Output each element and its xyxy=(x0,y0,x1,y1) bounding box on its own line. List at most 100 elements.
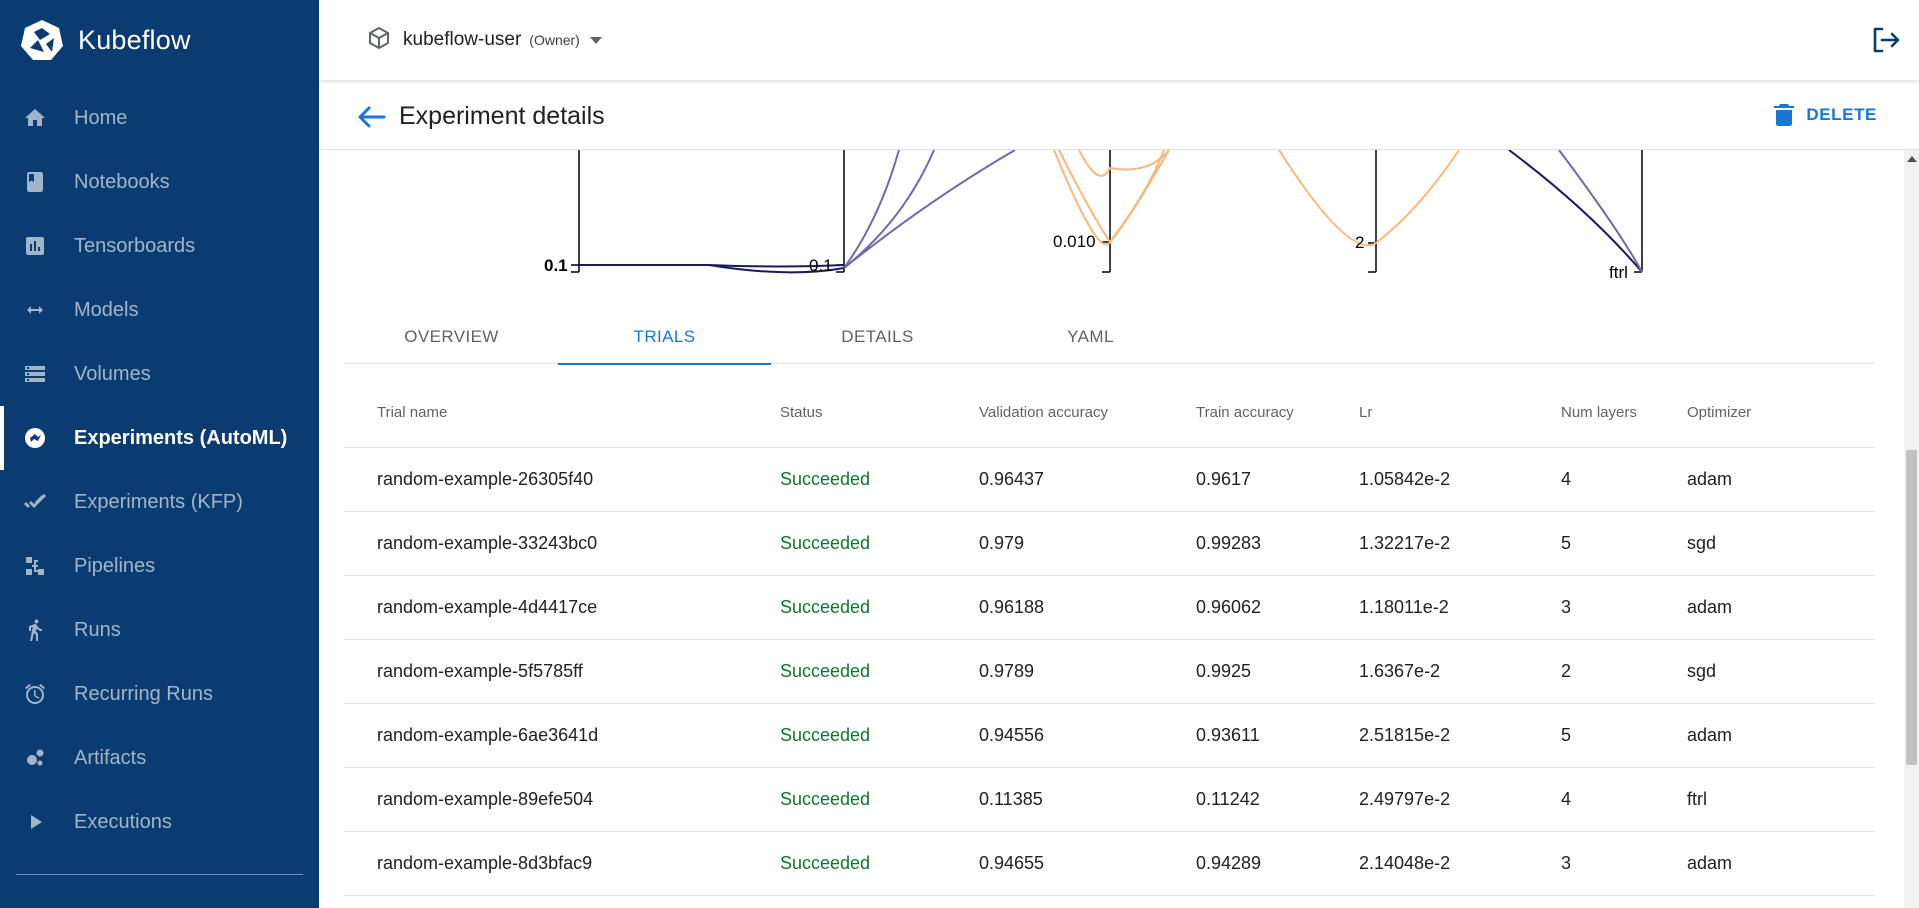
tab-trials[interactable]: TRIALS xyxy=(558,310,771,365)
storage-icon xyxy=(22,361,48,387)
num-layers-cell: 4 xyxy=(1561,469,1572,489)
lr-cell: 1.05842e-2 xyxy=(1359,469,1451,489)
num-layers-cell: 2 xyxy=(1561,661,1572,681)
chart-series-line xyxy=(1278,150,1460,247)
status-cell: Succeeded xyxy=(780,789,871,809)
brand[interactable]: Kubeflow xyxy=(20,16,191,64)
experiment-content: 0.1 0.1 0.010 2 ftrl OVERVIEW TRIALS DET… xyxy=(319,150,1904,908)
topbar: kubeflow-user (Owner) xyxy=(319,0,1919,80)
sidebar-item-experiments-kfp[interactable]: Experiments (KFP) xyxy=(0,470,319,534)
sidebar-item-label: Experiments (AutoML) xyxy=(74,426,288,449)
sidebar-item-label: Notebooks xyxy=(74,170,170,193)
table-row[interactable]: random-example-8d3bfac9 Succeeded 0.9465… xyxy=(345,832,1875,896)
scroll-up-arrow-icon[interactable] xyxy=(1907,156,1917,162)
page-header: Experiment details DELETE xyxy=(319,84,1919,150)
sidebar-item-notebooks[interactable]: Notebooks xyxy=(0,150,319,214)
delete-button[interactable]: DELETE xyxy=(1774,104,1877,126)
lr-cell: 2.51815e-2 xyxy=(1359,725,1451,745)
chart-tick-label: ftrl xyxy=(1609,263,1628,280)
chevron-down-icon xyxy=(589,36,602,44)
sidebar-item-runs[interactable]: Runs xyxy=(0,598,319,662)
tab-details[interactable]: DETAILS xyxy=(841,327,914,346)
alarm-icon xyxy=(22,681,48,707)
column-header-trial-name[interactable]: Trial name xyxy=(377,404,448,421)
num-layers-cell: 4 xyxy=(1561,789,1572,809)
run-icon xyxy=(22,617,48,643)
sidebar-item-home[interactable]: Home xyxy=(0,86,319,150)
trials-table: Trial name Status Validation accuracy Tr… xyxy=(345,378,1875,896)
tab-yaml[interactable]: YAML xyxy=(1067,327,1114,346)
column-header-validation-accuracy[interactable]: Validation accuracy xyxy=(979,404,1108,421)
chart-tick-label: 0.1 xyxy=(544,256,568,275)
scroll-thumb[interactable] xyxy=(1906,450,1917,765)
sidebar: Kubeflow Home Notebooks Tensorboards Mod… xyxy=(0,0,319,908)
brand-name: Kubeflow xyxy=(78,24,191,55)
table-row[interactable]: random-example-5f5785ff Succeeded 0.9789… xyxy=(345,640,1875,704)
parallel-coordinates-chart: 0.1 0.1 0.010 2 ftrl xyxy=(544,150,1643,280)
status-cell: Succeeded xyxy=(780,469,871,489)
pipeline-icon xyxy=(22,553,48,579)
status-cell: Succeeded xyxy=(780,597,871,617)
check-icon xyxy=(22,489,48,515)
play-icon xyxy=(22,809,48,835)
table-row[interactable]: random-example-33243bc0 Succeeded 0.979 … xyxy=(345,512,1875,576)
sidebar-item-tensorboards[interactable]: Tensorboards xyxy=(0,214,319,278)
sidebar-item-executions[interactable]: Executions xyxy=(0,790,319,854)
back-arrow-icon[interactable] xyxy=(357,104,387,130)
sidebar-item-label: Artifacts xyxy=(74,746,147,769)
sidebar-item-volumes[interactable]: Volumes xyxy=(0,342,319,406)
validation-accuracy-cell: 0.9789 xyxy=(979,661,1035,681)
artifact-icon xyxy=(22,745,48,771)
sidebar-item-artifacts[interactable]: Artifacts xyxy=(0,726,319,790)
sidebar-item-experiments-automl[interactable]: Experiments (AutoML) xyxy=(0,406,319,470)
column-header-train-accuracy[interactable]: Train accuracy xyxy=(1196,404,1294,421)
notebook-icon xyxy=(22,169,48,195)
status-cell: Succeeded xyxy=(780,533,871,553)
sidebar-item-label: Recurring Runs xyxy=(74,682,213,705)
trial-name-cell[interactable]: random-example-4d4417ce xyxy=(377,597,598,617)
optimizer-cell: sgd xyxy=(1687,661,1717,681)
sidebar-item-label: Experiments (KFP) xyxy=(74,490,243,513)
validation-accuracy-cell: 0.979 xyxy=(979,533,1025,553)
table-row[interactable]: random-example-4d4417ce Succeeded 0.9618… xyxy=(345,576,1875,640)
sidebar-item-label: Pipelines xyxy=(74,554,156,577)
trial-name-cell[interactable]: random-example-89efe504 xyxy=(377,789,594,809)
train-accuracy-cell: 0.94289 xyxy=(1196,853,1262,873)
train-accuracy-cell: 0.9617 xyxy=(1196,469,1252,489)
table-row[interactable]: random-example-6ae3641d Succeeded 0.9455… xyxy=(345,704,1875,768)
sidebar-item-pipelines[interactable]: Pipelines xyxy=(0,534,319,598)
column-header-optimizer[interactable]: Optimizer xyxy=(1687,404,1752,421)
logout-icon[interactable] xyxy=(1869,24,1901,56)
sidebar-item-label: Home xyxy=(74,106,128,129)
status-cell: Succeeded xyxy=(780,725,871,745)
sidebar-nav: Home Notebooks Tensorboards Models Volum… xyxy=(0,86,319,854)
trial-name-cell[interactable]: random-example-5f5785ff xyxy=(377,661,583,681)
optimizer-cell: sgd xyxy=(1687,533,1717,553)
sidebar-item-models[interactable]: Models xyxy=(0,278,319,342)
column-header-status[interactable]: Status xyxy=(780,404,823,421)
optimizer-cell: adam xyxy=(1687,469,1733,489)
column-header-num-layers[interactable]: Num layers xyxy=(1561,404,1637,421)
chart-tick-label: 0.1 xyxy=(809,256,833,275)
home-icon xyxy=(22,105,48,131)
tab-overview[interactable]: OVERVIEW xyxy=(404,327,499,346)
trial-name-cell[interactable]: random-example-8d3bfac9 xyxy=(377,853,593,873)
automl-icon xyxy=(22,425,48,451)
validation-accuracy-cell: 0.94655 xyxy=(979,853,1045,873)
num-layers-cell: 3 xyxy=(1561,853,1572,873)
kubeflow-logo-icon xyxy=(21,20,63,60)
trial-name-cell[interactable]: random-example-26305f40 xyxy=(377,469,594,489)
optimizer-cell: adam xyxy=(1687,597,1733,617)
chart-series-line xyxy=(1078,150,1170,177)
validation-accuracy-cell: 0.96437 xyxy=(979,469,1045,489)
optimizer-cell: adam xyxy=(1687,853,1733,873)
trial-name-cell[interactable]: random-example-33243bc0 xyxy=(377,533,598,553)
sidebar-item-label: Runs xyxy=(74,618,121,641)
trial-name-cell[interactable]: random-example-6ae3641d xyxy=(377,725,599,745)
content-scrollbar[interactable] xyxy=(1904,150,1919,908)
namespace-selector[interactable]: kubeflow-user (Owner) xyxy=(367,24,602,56)
table-row[interactable]: random-example-26305f40 Succeeded 0.9643… xyxy=(345,448,1875,512)
table-row[interactable]: random-example-89efe504 Succeeded 0.1138… xyxy=(345,768,1875,832)
column-header-lr[interactable]: Lr xyxy=(1359,404,1373,421)
sidebar-item-recurring-runs[interactable]: Recurring Runs xyxy=(0,662,319,726)
